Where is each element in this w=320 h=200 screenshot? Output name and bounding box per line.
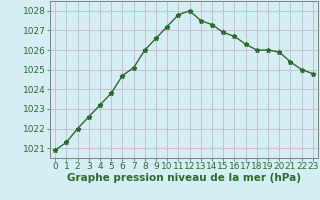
X-axis label: Graphe pression niveau de la mer (hPa): Graphe pression niveau de la mer (hPa) [67, 173, 301, 183]
